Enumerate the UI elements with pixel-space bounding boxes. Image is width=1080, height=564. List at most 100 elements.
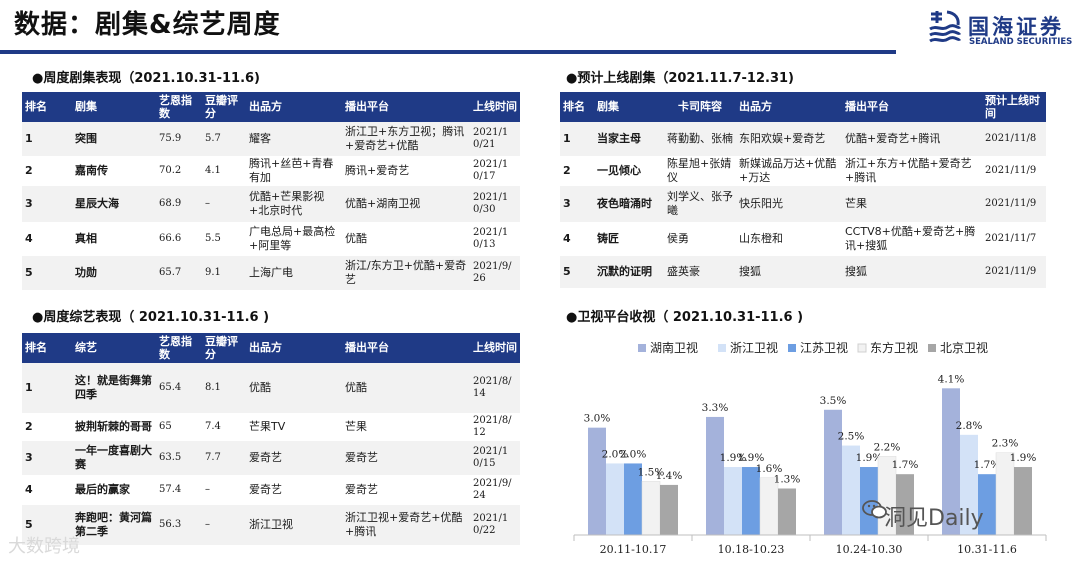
bar [588, 427, 606, 535]
cast-cell: 刘学义、张予曦 [664, 186, 736, 222]
table-row: 2 嘉南传 70.2 4.1 腾讯+丝芭+青春有加 腾讯+爱奇艺 2021/10… [22, 156, 520, 186]
score-cell: 5.7 [202, 122, 246, 156]
score-cell: 5.5 [205, 232, 221, 244]
index-cell: 70.2 [159, 164, 182, 176]
title-cell: 嘉南传 [75, 164, 108, 178]
platform-cell: 浙江/东方卫+优酷+爱奇艺 [342, 256, 470, 290]
data-label: 1.3% [774, 473, 801, 485]
category-label: 20.11-10.17 [600, 543, 667, 556]
col-header: 卡司阵容 [664, 92, 736, 122]
producer-cell: 爱奇艺 [246, 441, 342, 475]
rank-cell: 4 [25, 483, 33, 497]
data-label: 1.7% [892, 459, 919, 471]
title-cell: 夜色暗涌时 [594, 186, 664, 222]
legend-swatch [788, 344, 796, 352]
bar [896, 474, 914, 535]
header-divider [0, 50, 896, 54]
col-header: 豆瓣评分 [202, 333, 246, 363]
data-label: 1.9% [1010, 452, 1037, 464]
rank-cell: 2 [25, 420, 33, 434]
date-cell: 2021/8/12 [473, 414, 512, 439]
rank-cell: 1 [560, 122, 594, 156]
producer-cell: 广电总局+最高检+阿里等 [249, 225, 336, 252]
platform-cell: 搜狐 [842, 256, 982, 288]
rank-cell: 3 [22, 441, 72, 475]
legend-swatch [857, 343, 867, 353]
data-label: 3.5% [820, 395, 847, 407]
legend-label: 浙江卫视 [730, 340, 778, 355]
date-cell: 2021/10/13 [473, 226, 509, 251]
score-cell: – [205, 483, 210, 495]
date-cell: 2021/10/17 [473, 158, 509, 183]
bar [1014, 467, 1032, 535]
date-cell: 2021/11/9 [982, 256, 1046, 288]
col-header: 出品方 [246, 92, 342, 122]
title-cell: 最后的赢家 [75, 483, 130, 497]
data-label: 1.7% [974, 459, 1001, 471]
rank-cell: 5 [560, 256, 594, 288]
col-header: 综艺 [72, 333, 156, 363]
index-cell: 75.9 [156, 122, 202, 156]
table-row: 3 星辰大海 68.9 – 优酷+芒果影视+北京时代 优酷+湖南卫视 2021/… [22, 186, 520, 222]
producer-cell: 山东橙和 [739, 232, 783, 246]
sealand-logo-icon [929, 10, 962, 43]
ratings-bar-chart: 湖南卫视 浙江卫视 江苏卫视 东方卫视 北京卫视 3.0% 2.0%2.0% 1.5%1.4%… [573, 340, 1047, 556]
table-row: 3 夜色暗涌时 刘学义、张予曦 快乐阳光 芒果 2021/11/9 [560, 186, 1046, 222]
table-row: 5 沉默的证明 盛英豪 搜狐 搜狐 2021/11/9 [560, 256, 1046, 288]
bar [724, 467, 742, 535]
producer-cell: 东阳欢娱+爱奇艺 [736, 122, 842, 156]
col-header: 上线时间 [470, 92, 520, 122]
table-row: 2 一见倾心 陈星旭+张婧仪 新媒诚品万达+优酷+万达 浙江+东方+优酷+爱奇艺… [560, 156, 1046, 186]
table-header-row: 排名 剧集 艺恩指数 豆瓣评分 出品方 播出平台 上线时间 [22, 92, 520, 122]
index-cell: 68.9 [156, 186, 202, 222]
title-cell: 星辰大海 [72, 186, 156, 222]
cast-cell: 侯勇 [667, 232, 689, 246]
legend-swatch [638, 344, 646, 352]
data-label: 4.1% [938, 373, 965, 385]
data-label: 1.6% [756, 463, 783, 475]
producer-cell: 优酷+芒果影视+北京时代 [246, 186, 342, 222]
title-cell: 一见倾心 [597, 164, 641, 178]
rank-cell: 2 [25, 164, 33, 178]
score-cell: 4.1 [205, 164, 221, 176]
col-header: 排名 [22, 333, 72, 363]
producer-cell: 腾讯+丝芭+青春有加 [249, 157, 334, 184]
bar [995, 452, 1015, 536]
date-cell: 2021/10/15 [470, 441, 520, 475]
rank-cell: 4 [25, 232, 33, 246]
table-row: 4 最后的赢家 57.4 – 爱奇艺 爱奇艺 2021/9/24 [22, 475, 520, 505]
data-label: 1.9% [856, 452, 883, 464]
platform-cell: 浙江卫+东方卫视；腾讯+爱奇艺+优酷 [342, 122, 470, 156]
col-header: 上线时间 [470, 333, 520, 363]
col-header: 艺恩指数 [156, 333, 202, 363]
brand-name-en: SEALAND SECURITIES [969, 37, 1073, 47]
platform-cell: 优酷 [342, 363, 470, 413]
index-cell: 66.6 [159, 232, 182, 244]
upcoming-section-title: ●预计上线剧集（2021.11.7-12.31) [566, 71, 794, 86]
col-header: 排名 [22, 92, 72, 122]
score-cell: 7.4 [205, 420, 221, 432]
table-row: 4 铸匠 侯勇 山东橙和 CCTV8+优酷+爱奇艺+腾讯+搜狐 2021/11/… [560, 222, 1046, 256]
title-cell: 沉默的证明 [594, 256, 664, 288]
bar [778, 488, 796, 535]
table-row: 2 披荆斩棘的哥哥 65 7.4 芒果TV 芒果 2021/8/12 [22, 413, 520, 441]
data-label: 2.0% [620, 448, 647, 460]
title-cell: 突围 [72, 122, 156, 156]
platform-cell: 优酷+湖南卫视 [342, 186, 470, 222]
variety-section-title: ●周度综艺表现（ 2021.10.31-11.6 ) [32, 310, 270, 325]
date-cell: 2021/10/30 [470, 186, 520, 222]
data-label: 2.5% [838, 431, 865, 443]
data-label: 2.8% [956, 420, 983, 432]
bar [624, 463, 642, 535]
table-row: 1 当家主母 蒋勤勤、张楠 东阳欢娱+爱奇艺 优酷+爱奇艺+腾讯 2021/11… [560, 122, 1046, 156]
data-label: 3.0% [584, 413, 611, 425]
table-row: 5 功勋 65.7 9.1 上海广电 浙江/东方卫+优酷+爱奇艺 2021/9/… [22, 256, 520, 290]
date-cell: 2021/11/9 [982, 186, 1046, 222]
data-label: 2.0% [602, 448, 629, 460]
col-header: 剧集 [594, 92, 664, 122]
producer-cell: 快乐阳光 [736, 186, 842, 222]
wechat-icon [862, 500, 887, 519]
rank-cell: 1 [22, 363, 72, 413]
bar [706, 416, 724, 535]
table-row: 1 突围 75.9 5.7 耀客 浙江卫+东方卫视；腾讯+爱奇艺+优酷 2021… [22, 122, 520, 156]
